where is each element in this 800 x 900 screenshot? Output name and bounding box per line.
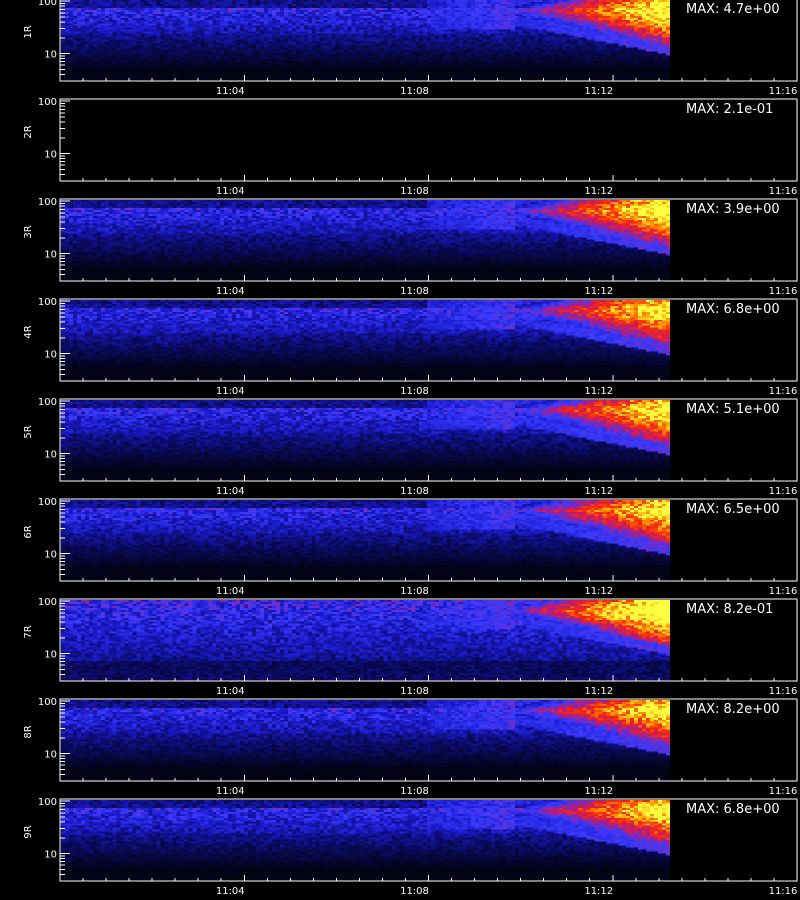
x-tick-label: 11:08 <box>400 686 429 697</box>
x-tick-label: 11:12 <box>584 386 613 397</box>
max-label: MAX: 2.1e-01 <box>686 102 773 117</box>
spectrogram-4r <box>61 300 670 381</box>
y-tick-label: 10 <box>44 150 57 161</box>
y-tick-label: 10 <box>44 550 57 561</box>
x-tick-label: 11:04 <box>216 286 245 297</box>
y-tick-label: 100 <box>38 397 57 408</box>
panel-label: 1R <box>23 25 34 38</box>
x-tick-label: 11:08 <box>400 186 429 197</box>
x-tick-label: 11:12 <box>584 286 613 297</box>
panel-2r: 100 10 11:04 11:08 11:12 11:16 2R MAX: 2.1e-01 <box>23 97 798 197</box>
x-tick-label: 11:12 <box>584 686 613 697</box>
spectrogram-9r <box>61 800 670 881</box>
y-tick-label: 100 <box>38 0 57 8</box>
y-tick-label: 100 <box>38 697 57 708</box>
max-label: MAX: 3.9e+00 <box>686 202 780 217</box>
x-tick-label: 11:04 <box>216 486 245 497</box>
y-tick-label: 100 <box>38 797 57 808</box>
spectrogram-1r <box>61 0 670 81</box>
panel-label: 5R <box>23 425 34 438</box>
max-label: MAX: 5.1e+00 <box>686 402 780 417</box>
x-tick-label: 11:16 <box>769 186 798 197</box>
panel-label: 3R <box>23 225 34 238</box>
x-tick-label: 11:12 <box>584 186 613 197</box>
x-tick-label: 11:16 <box>769 786 798 797</box>
panel-label: 7R <box>23 625 34 638</box>
y-tick-label: 100 <box>38 297 57 308</box>
x-tick-label: 11:04 <box>216 186 245 197</box>
y-tick-label: 100 <box>38 497 57 508</box>
x-tick-label: 11:04 <box>216 386 245 397</box>
x-tick-label: 11:16 <box>769 586 798 597</box>
spectrogram-8r <box>61 700 670 781</box>
x-tick-label: 11:04 <box>216 786 245 797</box>
x-tick-label: 11:16 <box>769 686 798 697</box>
spectrogram-6r <box>61 500 670 581</box>
panel-label: 2R <box>23 125 34 138</box>
spectrogram-5r <box>61 400 670 481</box>
x-tick-label: 11:08 <box>400 886 429 897</box>
panel-6r: 100 10 11:04 11:08 11:12 11:16 6R MAX: 6.5e+00 <box>23 497 798 597</box>
y-tick-label: 10 <box>44 650 57 661</box>
x-tick-label: 11:04 <box>216 586 245 597</box>
y-tick-label: 100 <box>38 97 57 108</box>
y-tick-label: 10 <box>44 750 57 761</box>
x-tick-label: 11:04 <box>216 86 245 97</box>
x-tick-label: 11:16 <box>769 86 798 97</box>
x-tick-label: 11:08 <box>400 786 429 797</box>
y-tick-label: 10 <box>44 250 57 261</box>
x-tick-label: 11:12 <box>584 786 613 797</box>
max-label: MAX: 8.2e-01 <box>686 602 773 617</box>
x-tick-label: 11:12 <box>584 86 613 97</box>
x-tick-label: 11:08 <box>400 586 429 597</box>
x-tick-label: 11:16 <box>769 486 798 497</box>
x-tick-label: 11:12 <box>584 486 613 497</box>
x-tick-label: 11:16 <box>769 286 798 297</box>
x-tick-label: 11:08 <box>400 286 429 297</box>
panel-7r: 100 10 11:04 11:08 11:12 11:16 7R MAX: 8.2e-01 <box>23 597 798 697</box>
panel-5r: 100 10 11:04 11:08 11:12 11:16 5R MAX: 5.1e+00 <box>23 397 798 497</box>
max-label: MAX: 8.2e+00 <box>686 702 780 717</box>
panel-label: 8R <box>23 725 34 738</box>
panel-8r: 100 10 11:04 11:08 11:12 11:16 8R MAX: 8.2e+00 <box>23 697 798 797</box>
max-label: MAX: 4.7e+00 <box>686 2 780 17</box>
spectrogram-7r <box>61 600 670 681</box>
panel-4r: 100 10 11:04 11:08 11:12 11:16 4R MAX: 6.8e+00 <box>23 297 798 397</box>
x-tick-label: 11:04 <box>216 686 245 697</box>
panel-label: 9R <box>23 825 34 838</box>
panel-9r: 100 10 11:04 11:08 11:12 11:16 9R MAX: 6.8e+00 <box>23 797 798 897</box>
x-tick-label: 11:08 <box>400 86 429 97</box>
spectrogram-3r <box>61 200 670 281</box>
x-tick-label: 11:08 <box>400 386 429 397</box>
x-tick-label: 11:12 <box>584 886 613 897</box>
max-label: MAX: 6.5e+00 <box>686 502 780 517</box>
y-tick-label: 100 <box>38 197 57 208</box>
y-tick-label: 10 <box>44 50 57 61</box>
x-tick-label: 11:16 <box>769 886 798 897</box>
panel-1r: 100 10 11:04 11:08 11:12 11:16 1R MAX: 4.7e+00 <box>23 0 798 97</box>
y-tick-label: 10 <box>44 350 57 361</box>
max-label: MAX: 6.8e+00 <box>686 802 780 817</box>
x-tick-label: 11:12 <box>584 586 613 597</box>
y-tick-label: 10 <box>44 450 57 461</box>
max-label: MAX: 6.8e+00 <box>686 302 780 317</box>
x-tick-label: 11:04 <box>216 886 245 897</box>
x-tick-label: 11:16 <box>769 386 798 397</box>
panel-label: 4R <box>23 325 34 338</box>
y-tick-label: 100 <box>38 597 57 608</box>
panel-3r: 100 10 11:04 11:08 11:12 11:16 3R MAX: 3.9e+00 <box>23 197 798 297</box>
x-tick-label: 11:08 <box>400 486 429 497</box>
y-tick-label: 10 <box>44 850 57 861</box>
panel-label: 6R <box>23 525 34 538</box>
